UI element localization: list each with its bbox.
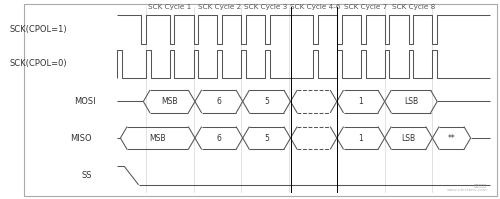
Text: 6: 6	[216, 134, 222, 142]
Text: 1: 1	[358, 97, 363, 106]
Text: SCK Cycle 8: SCK Cycle 8	[392, 4, 435, 10]
Text: 6: 6	[216, 97, 222, 106]
Text: 5: 5	[264, 134, 269, 142]
Text: SCK Cycle 7: SCK Cycle 7	[344, 4, 387, 10]
Text: SCK Cycle 2: SCK Cycle 2	[198, 4, 242, 10]
Text: **: **	[448, 134, 456, 142]
Text: MSB: MSB	[161, 97, 178, 106]
Text: MISO: MISO	[70, 134, 92, 142]
Text: SCK Cycle 3: SCK Cycle 3	[244, 4, 287, 10]
Text: 电子发烧友
www.elecfans.com: 电子发烧友 www.elecfans.com	[446, 184, 488, 192]
Text: 1: 1	[358, 134, 363, 142]
Text: SCK(CPOL=0): SCK(CPOL=0)	[10, 60, 67, 68]
Text: MSB: MSB	[150, 134, 166, 142]
Text: SCK Cycle 1: SCK Cycle 1	[148, 4, 191, 10]
Text: MOSI: MOSI	[74, 97, 96, 106]
Text: SCK Cycle 4-6: SCK Cycle 4-6	[290, 4, 341, 10]
Text: LSB: LSB	[402, 134, 415, 142]
Text: LSB: LSB	[404, 97, 418, 106]
Text: SCK(CPOL=1): SCK(CPOL=1)	[10, 25, 67, 34]
Text: SS: SS	[82, 171, 92, 180]
Text: 5: 5	[264, 97, 269, 106]
